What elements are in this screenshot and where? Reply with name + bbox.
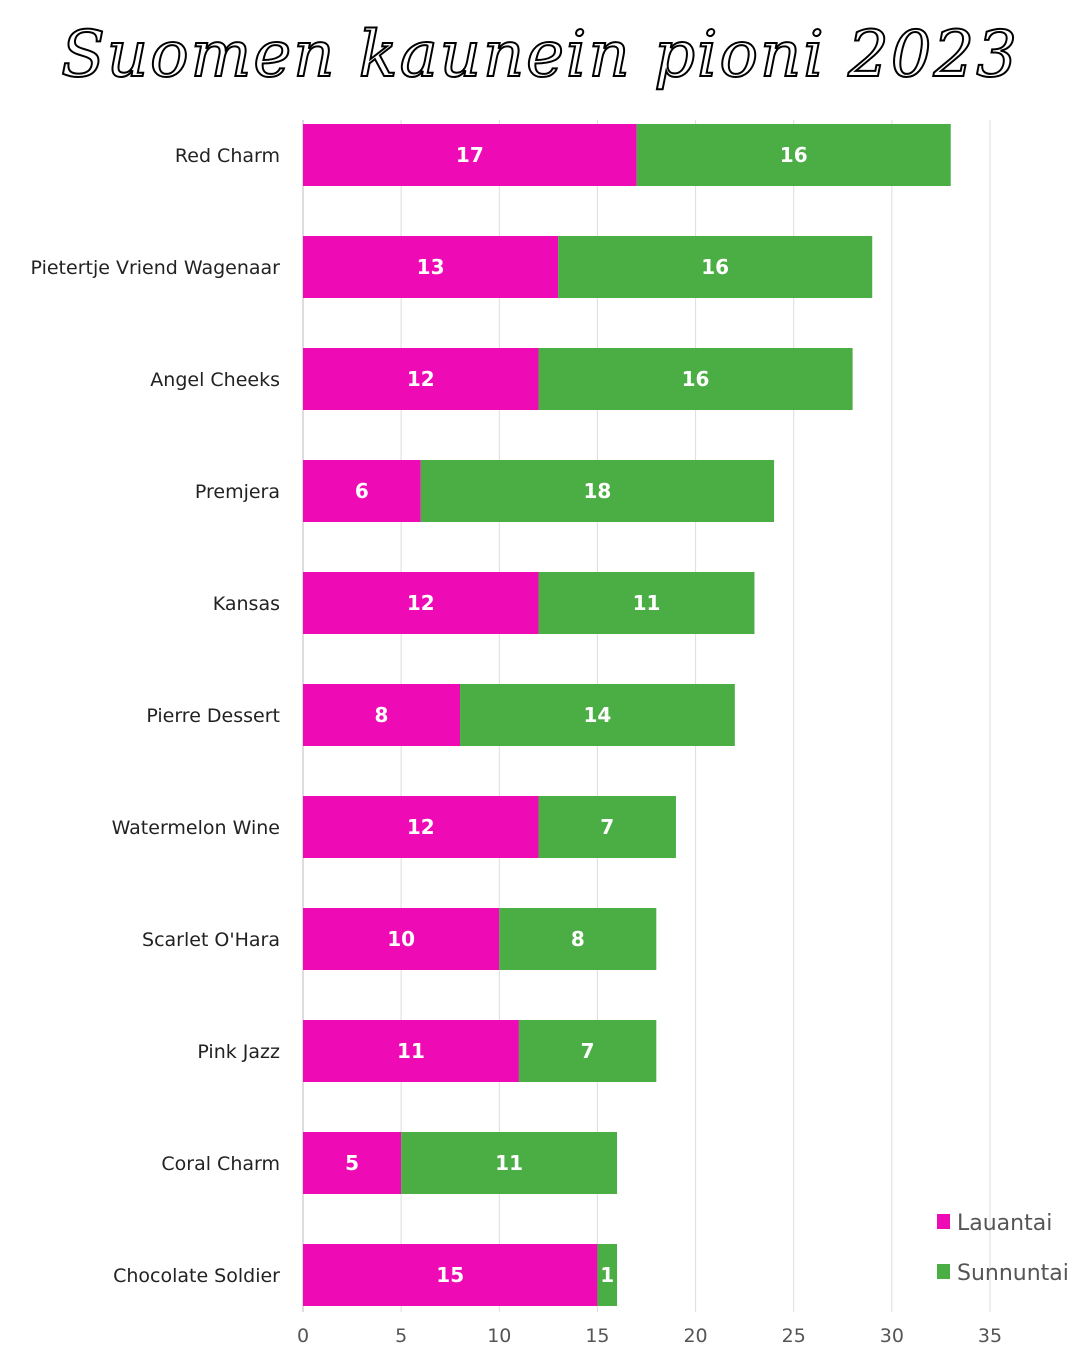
category-label: Watermelon Wine [112, 817, 280, 839]
data-label: 17 [456, 143, 484, 167]
x-tick-label: 30 [880, 1325, 904, 1347]
bar-segment [303, 684, 461, 746]
data-label: 1 [600, 1263, 614, 1287]
data-label: 16 [780, 143, 808, 167]
category-label: Pink Jazz [197, 1041, 280, 1063]
bar-segment [538, 796, 676, 858]
category-label: Kansas [213, 593, 280, 615]
data-label: 5 [345, 1151, 359, 1175]
data-label: 7 [581, 1039, 595, 1063]
bar-segment [303, 908, 500, 970]
bar-segment [460, 684, 735, 746]
bar-segment [597, 1244, 618, 1306]
bar-segment [303, 796, 539, 858]
x-tick-label: 15 [585, 1325, 609, 1347]
legend-label: Sunnuntai [957, 1261, 1069, 1286]
data-label: 14 [584, 703, 612, 727]
category-label: Coral Charm [161, 1153, 280, 1175]
data-label: 12 [407, 815, 435, 839]
data-label: 11 [495, 1151, 523, 1175]
category-label: Angel Cheeks [150, 369, 280, 391]
data-label: 11 [633, 591, 661, 615]
data-label: 8 [571, 927, 585, 951]
category-label: Scarlet O'Hara [142, 929, 280, 951]
x-tick-label: 20 [683, 1325, 707, 1347]
category-label: Pietertje Vriend Wagenaar [31, 257, 281, 279]
bar-segment [499, 908, 657, 970]
data-label: 10 [387, 927, 415, 951]
data-label: 12 [407, 591, 435, 615]
x-tick-label: 35 [978, 1325, 1002, 1347]
legend-swatch [937, 1264, 950, 1279]
data-label: 16 [701, 255, 729, 279]
data-label: 11 [397, 1039, 425, 1063]
bar-segment [558, 236, 873, 298]
bar-segment [636, 124, 951, 186]
x-tick-label: 25 [782, 1325, 806, 1347]
bar-segment [303, 236, 559, 298]
bar-segment [303, 572, 539, 634]
data-label: 18 [584, 479, 612, 503]
bar-segment [518, 1020, 657, 1082]
bar-segment [303, 1020, 519, 1082]
data-label: 13 [417, 255, 445, 279]
data-label: 8 [375, 703, 389, 727]
bar-segment [401, 1132, 618, 1194]
data-label: 15 [436, 1263, 464, 1287]
data-label: 6 [355, 479, 369, 503]
bar-segment [303, 1132, 402, 1194]
category-label: Red Charm [175, 145, 280, 167]
bar-segment [538, 348, 853, 410]
legend-swatch [937, 1214, 950, 1229]
chart-title: Suomen kaunein pioni 2023 [60, 17, 1019, 93]
bar-segment [303, 124, 637, 186]
category-label: Premjera [195, 481, 280, 503]
legend-label: Lauantai [957, 1211, 1052, 1236]
bar-segment [538, 572, 755, 634]
category-label: Pierre Dessert [146, 705, 280, 727]
data-label: 7 [600, 815, 614, 839]
data-label: 12 [407, 367, 435, 391]
x-tick-label: 5 [395, 1325, 407, 1347]
x-tick-label: 10 [487, 1325, 511, 1347]
bar-segment [303, 1244, 598, 1306]
data-label: 16 [682, 367, 710, 391]
bar-segment [303, 460, 421, 522]
bar-segment [420, 460, 775, 522]
bar-segment [303, 348, 539, 410]
x-tick-label: 0 [297, 1325, 309, 1347]
category-label: Chocolate Soldier [113, 1265, 280, 1287]
